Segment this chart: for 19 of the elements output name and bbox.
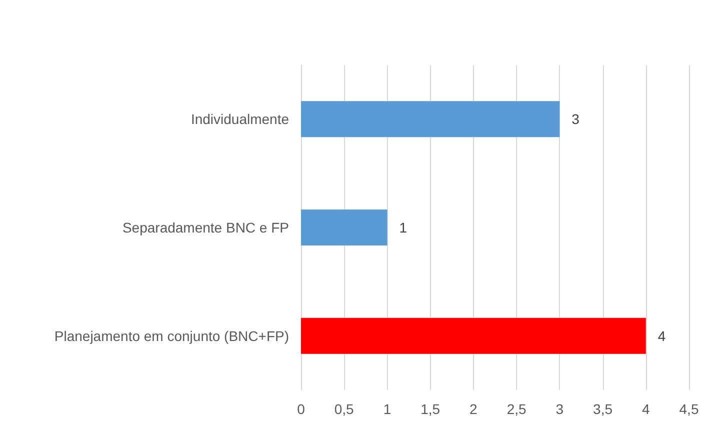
- x-tick-label: 4,5: [679, 401, 699, 417]
- x-tick-label: 1,5: [420, 401, 440, 417]
- data-label: 4: [658, 328, 666, 344]
- bar: [301, 101, 560, 138]
- y-tick-label: Separadamente BNC e FP: [122, 220, 289, 236]
- x-tick-label: 1: [383, 401, 392, 417]
- x-tick-label: 0: [297, 401, 306, 417]
- x-tick-label: 2: [470, 401, 478, 417]
- y-tick-label: Individualmente: [190, 111, 290, 128]
- y-tick-label: Planejamento em conjunto (BNC+FP): [54, 328, 289, 344]
- bar: [301, 318, 646, 354]
- x-tick-label: 0,5: [334, 401, 354, 417]
- data-label: 1: [399, 220, 408, 236]
- bar: [301, 210, 388, 246]
- x-tick-label: 3,5: [593, 401, 613, 417]
- x-tick-label: 4: [642, 401, 650, 417]
- x-tick-label: 3: [556, 401, 564, 417]
- x-tick-label: 2,5: [506, 401, 526, 417]
- data-label: 3: [572, 111, 580, 128]
